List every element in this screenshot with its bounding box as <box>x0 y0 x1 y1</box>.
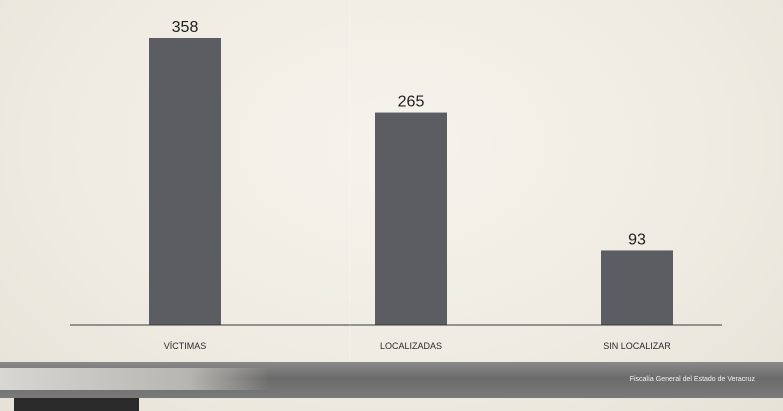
footer-tab <box>14 398 139 411</box>
footer-highlight <box>0 368 270 390</box>
bar-2 <box>601 250 673 325</box>
bar-value-label-0: 358 <box>172 19 199 36</box>
category-label-1: LOCALIZADAS <box>380 341 442 351</box>
category-label-2: SIN LOCALIZAR <box>603 341 671 351</box>
category-label-0: VÍCTIMAS <box>164 341 207 351</box>
bar-value-label-1: 265 <box>398 94 425 111</box>
source-note: Fiscalía General del Estado de Veracruz <box>629 376 755 383</box>
bar-value-label-2: 93 <box>628 231 646 248</box>
bar-1 <box>375 112 447 325</box>
bar-0 <box>149 38 221 325</box>
